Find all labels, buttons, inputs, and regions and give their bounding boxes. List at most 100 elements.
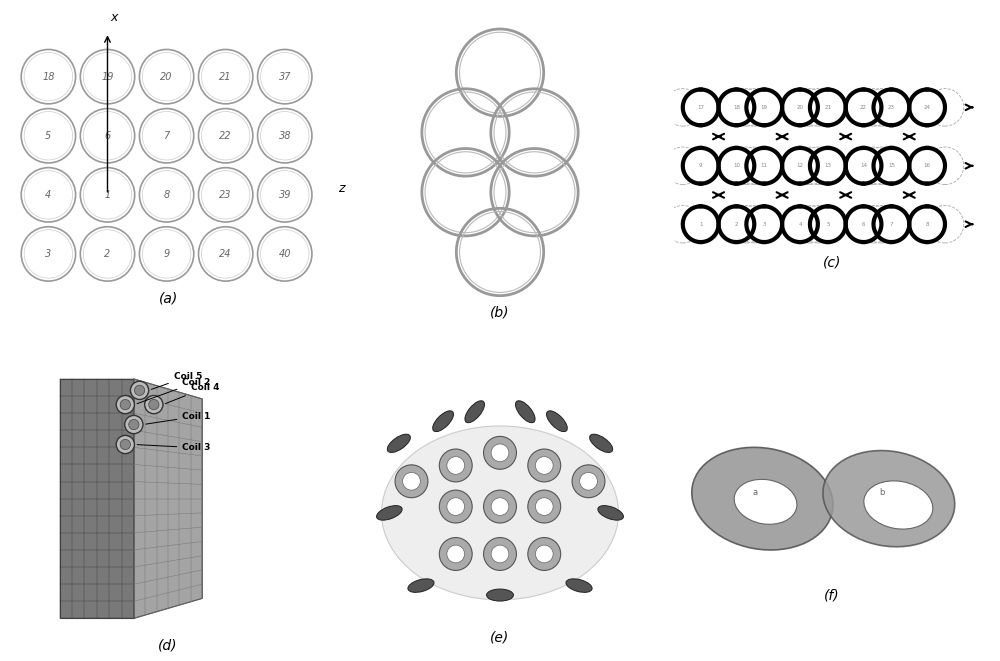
Circle shape [145,395,163,414]
Circle shape [125,415,143,434]
Circle shape [721,150,752,182]
Circle shape [848,208,879,240]
Text: 5: 5 [45,131,52,141]
Circle shape [784,92,816,123]
Circle shape [848,92,879,123]
Text: z: z [338,182,344,195]
Text: 21: 21 [824,105,831,110]
Circle shape [721,92,752,123]
Circle shape [80,50,135,104]
Circle shape [198,227,253,281]
Circle shape [484,537,516,570]
Text: (a): (a) [158,292,178,306]
Circle shape [491,498,509,516]
Circle shape [198,168,253,222]
Text: 4: 4 [798,221,802,227]
Ellipse shape [516,401,535,423]
Circle shape [848,150,879,182]
Text: 10: 10 [733,163,740,169]
Text: Coil 1: Coil 1 [146,412,211,424]
Circle shape [129,420,139,430]
Text: Coil 3: Coil 3 [137,444,211,452]
Text: (f): (f) [824,588,840,602]
Text: 37: 37 [279,71,291,82]
Circle shape [685,208,716,240]
Circle shape [198,108,253,163]
Polygon shape [134,379,202,619]
Text: 20: 20 [796,105,803,110]
Ellipse shape [377,506,402,520]
Circle shape [749,208,780,240]
Circle shape [721,208,752,240]
Polygon shape [60,379,134,619]
Circle shape [439,537,472,570]
Text: 7: 7 [890,221,893,227]
Text: 9: 9 [699,163,702,169]
Circle shape [784,208,816,240]
Ellipse shape [381,426,619,600]
Circle shape [21,227,76,281]
Ellipse shape [433,410,454,432]
Text: 2: 2 [104,249,111,259]
Text: 13: 13 [824,163,831,169]
Circle shape [130,381,149,399]
Text: 7: 7 [163,131,170,141]
Text: (d): (d) [158,639,178,652]
Text: (e): (e) [490,630,510,644]
Text: 8: 8 [925,221,929,227]
Circle shape [134,385,145,395]
Circle shape [149,399,159,410]
Text: 6: 6 [862,221,865,227]
Circle shape [258,168,312,222]
Circle shape [749,92,780,123]
Text: 18: 18 [733,105,740,110]
Circle shape [876,92,907,123]
Circle shape [491,444,509,461]
Circle shape [139,168,194,222]
Text: 2: 2 [735,221,738,227]
Circle shape [911,150,943,182]
Circle shape [535,498,553,516]
Circle shape [198,50,253,104]
Circle shape [484,436,516,469]
Circle shape [784,150,816,182]
Circle shape [439,449,472,482]
Circle shape [491,545,509,563]
Circle shape [580,473,597,490]
Ellipse shape [487,589,513,601]
Circle shape [911,92,943,123]
Circle shape [80,108,135,163]
Circle shape [258,108,312,163]
Text: x: x [110,11,118,24]
Circle shape [21,168,76,222]
Ellipse shape [734,479,797,524]
Ellipse shape [546,410,567,432]
Circle shape [812,150,844,182]
Text: 1: 1 [699,221,702,227]
Text: 5: 5 [826,221,830,227]
Text: 4: 4 [45,190,52,200]
Text: 17: 17 [697,105,704,110]
Text: 11: 11 [761,163,768,169]
Circle shape [528,537,561,570]
Circle shape [139,108,194,163]
Circle shape [528,490,561,523]
Circle shape [80,227,135,281]
Ellipse shape [864,481,933,529]
Text: 16: 16 [924,163,931,169]
Text: 15: 15 [888,163,895,169]
Text: 19: 19 [761,105,768,110]
Circle shape [120,399,130,410]
Circle shape [812,208,844,240]
Circle shape [572,465,605,498]
Ellipse shape [408,579,434,592]
Text: 23: 23 [219,190,232,200]
Circle shape [403,473,420,490]
Text: Coil 4: Coil 4 [166,383,219,404]
Circle shape [876,150,907,182]
Text: 23: 23 [888,105,895,110]
Ellipse shape [598,506,623,520]
Ellipse shape [566,579,592,592]
Text: 3: 3 [45,249,52,259]
Circle shape [116,436,134,453]
